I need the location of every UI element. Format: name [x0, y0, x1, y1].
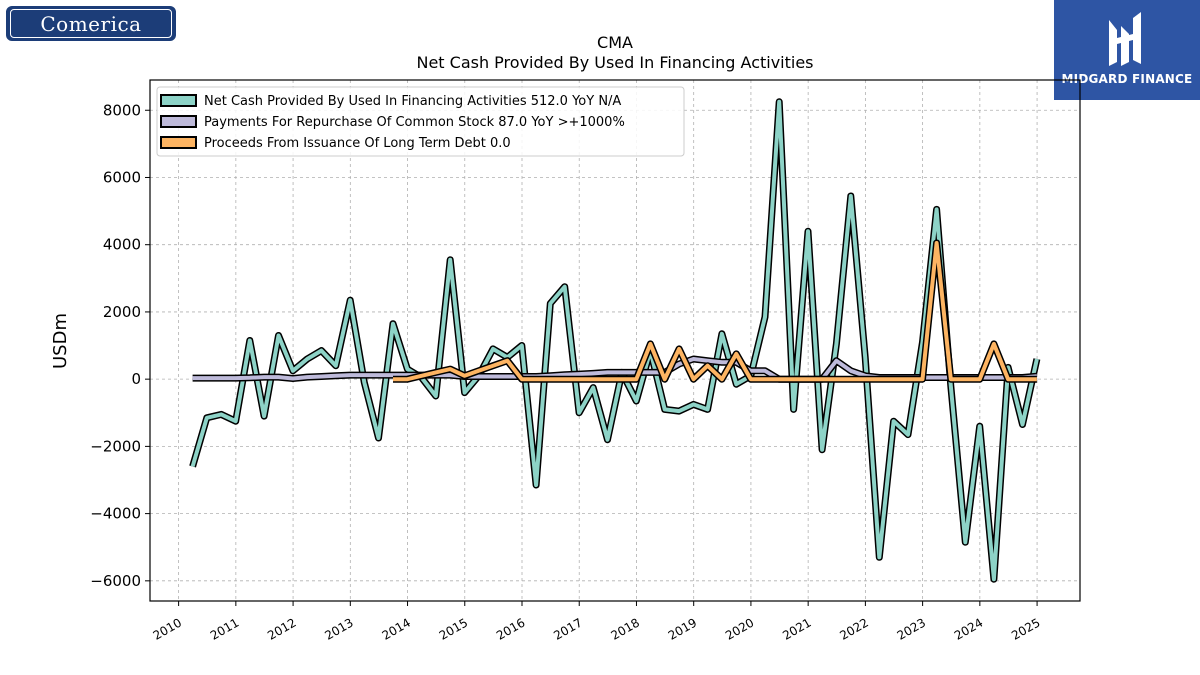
x-tick-label: 2017 [551, 615, 584, 642]
y-tick-label: −4000 [90, 505, 141, 523]
x-tick-label: 2021 [780, 615, 813, 642]
midgard-mark-icon [1109, 12, 1141, 66]
midgard-logo-text: MIDGARD FINANCE [1061, 72, 1193, 86]
y-tick-label: 8000 [103, 101, 141, 119]
x-tick-label: 2012 [265, 615, 298, 642]
x-tick-label: 2013 [322, 615, 355, 642]
y-tick-label: −2000 [90, 437, 141, 455]
y-tick-label: 2000 [103, 303, 141, 321]
midgard-finance-logo: MIDGARD FINANCE [1054, 0, 1200, 100]
y-tick-label: 4000 [103, 236, 141, 254]
x-tick-label: 2019 [666, 615, 699, 642]
x-tick-label: 2016 [494, 615, 527, 642]
x-tick-label: 2025 [1009, 615, 1042, 642]
grid [150, 80, 1080, 601]
x-tick-label: 2023 [895, 615, 928, 642]
legend-label-1: Net Cash Provided By Used In Financing A… [204, 94, 621, 109]
chart-title: CMA [597, 33, 633, 52]
x-tick-label: 2020 [723, 615, 756, 642]
legend-label-3: Proceeds From Issuance Of Long Term Debt… [204, 136, 511, 151]
series-layer [189, 98, 1041, 583]
comerica-logo: Comerica [6, 6, 176, 41]
legend-swatch-3 [160, 136, 197, 149]
series-1-line [190, 99, 1039, 582]
x-tick-label: 2018 [609, 615, 642, 642]
y-tick-label: 0 [131, 370, 141, 388]
comerica-logo-text: Comerica [10, 9, 172, 38]
x-tick-label: 2024 [952, 615, 985, 642]
legend-label-2: Payments For Repurchase Of Common Stock … [204, 115, 625, 130]
chart-subtitle: Net Cash Provided By Used In Financing A… [416, 53, 813, 72]
plot-frame [149, 79, 1081, 602]
series-3-line [393, 241, 1037, 382]
x-axis: 2010 2011 2012 2013 2014 2015 2016 2017 2018 2019… [151, 601, 1043, 643]
legend-swatch-2 [160, 115, 197, 128]
x-tick-label: 2010 [151, 615, 184, 642]
series-1-outline [189, 98, 1041, 583]
x-tick-label: 2022 [837, 615, 870, 642]
legend-swatch-1 [160, 94, 197, 107]
series-1 [189, 98, 1041, 583]
x-tick-label: 2015 [437, 615, 470, 642]
legend: Net Cash Provided By Used In Financing A… [156, 86, 685, 157]
y-tick-label: −6000 [90, 572, 141, 590]
y-tick-label: 6000 [103, 168, 141, 186]
legend-box [156, 86, 685, 157]
series-3 [393, 239, 1037, 383]
y-axis: −6000 −4000 −2000 0 2000 4000 6000 8000 [90, 101, 150, 590]
x-tick-label: 2011 [208, 615, 241, 642]
x-tick-label: 2014 [380, 615, 413, 642]
y-axis-label: USDm [50, 313, 71, 369]
